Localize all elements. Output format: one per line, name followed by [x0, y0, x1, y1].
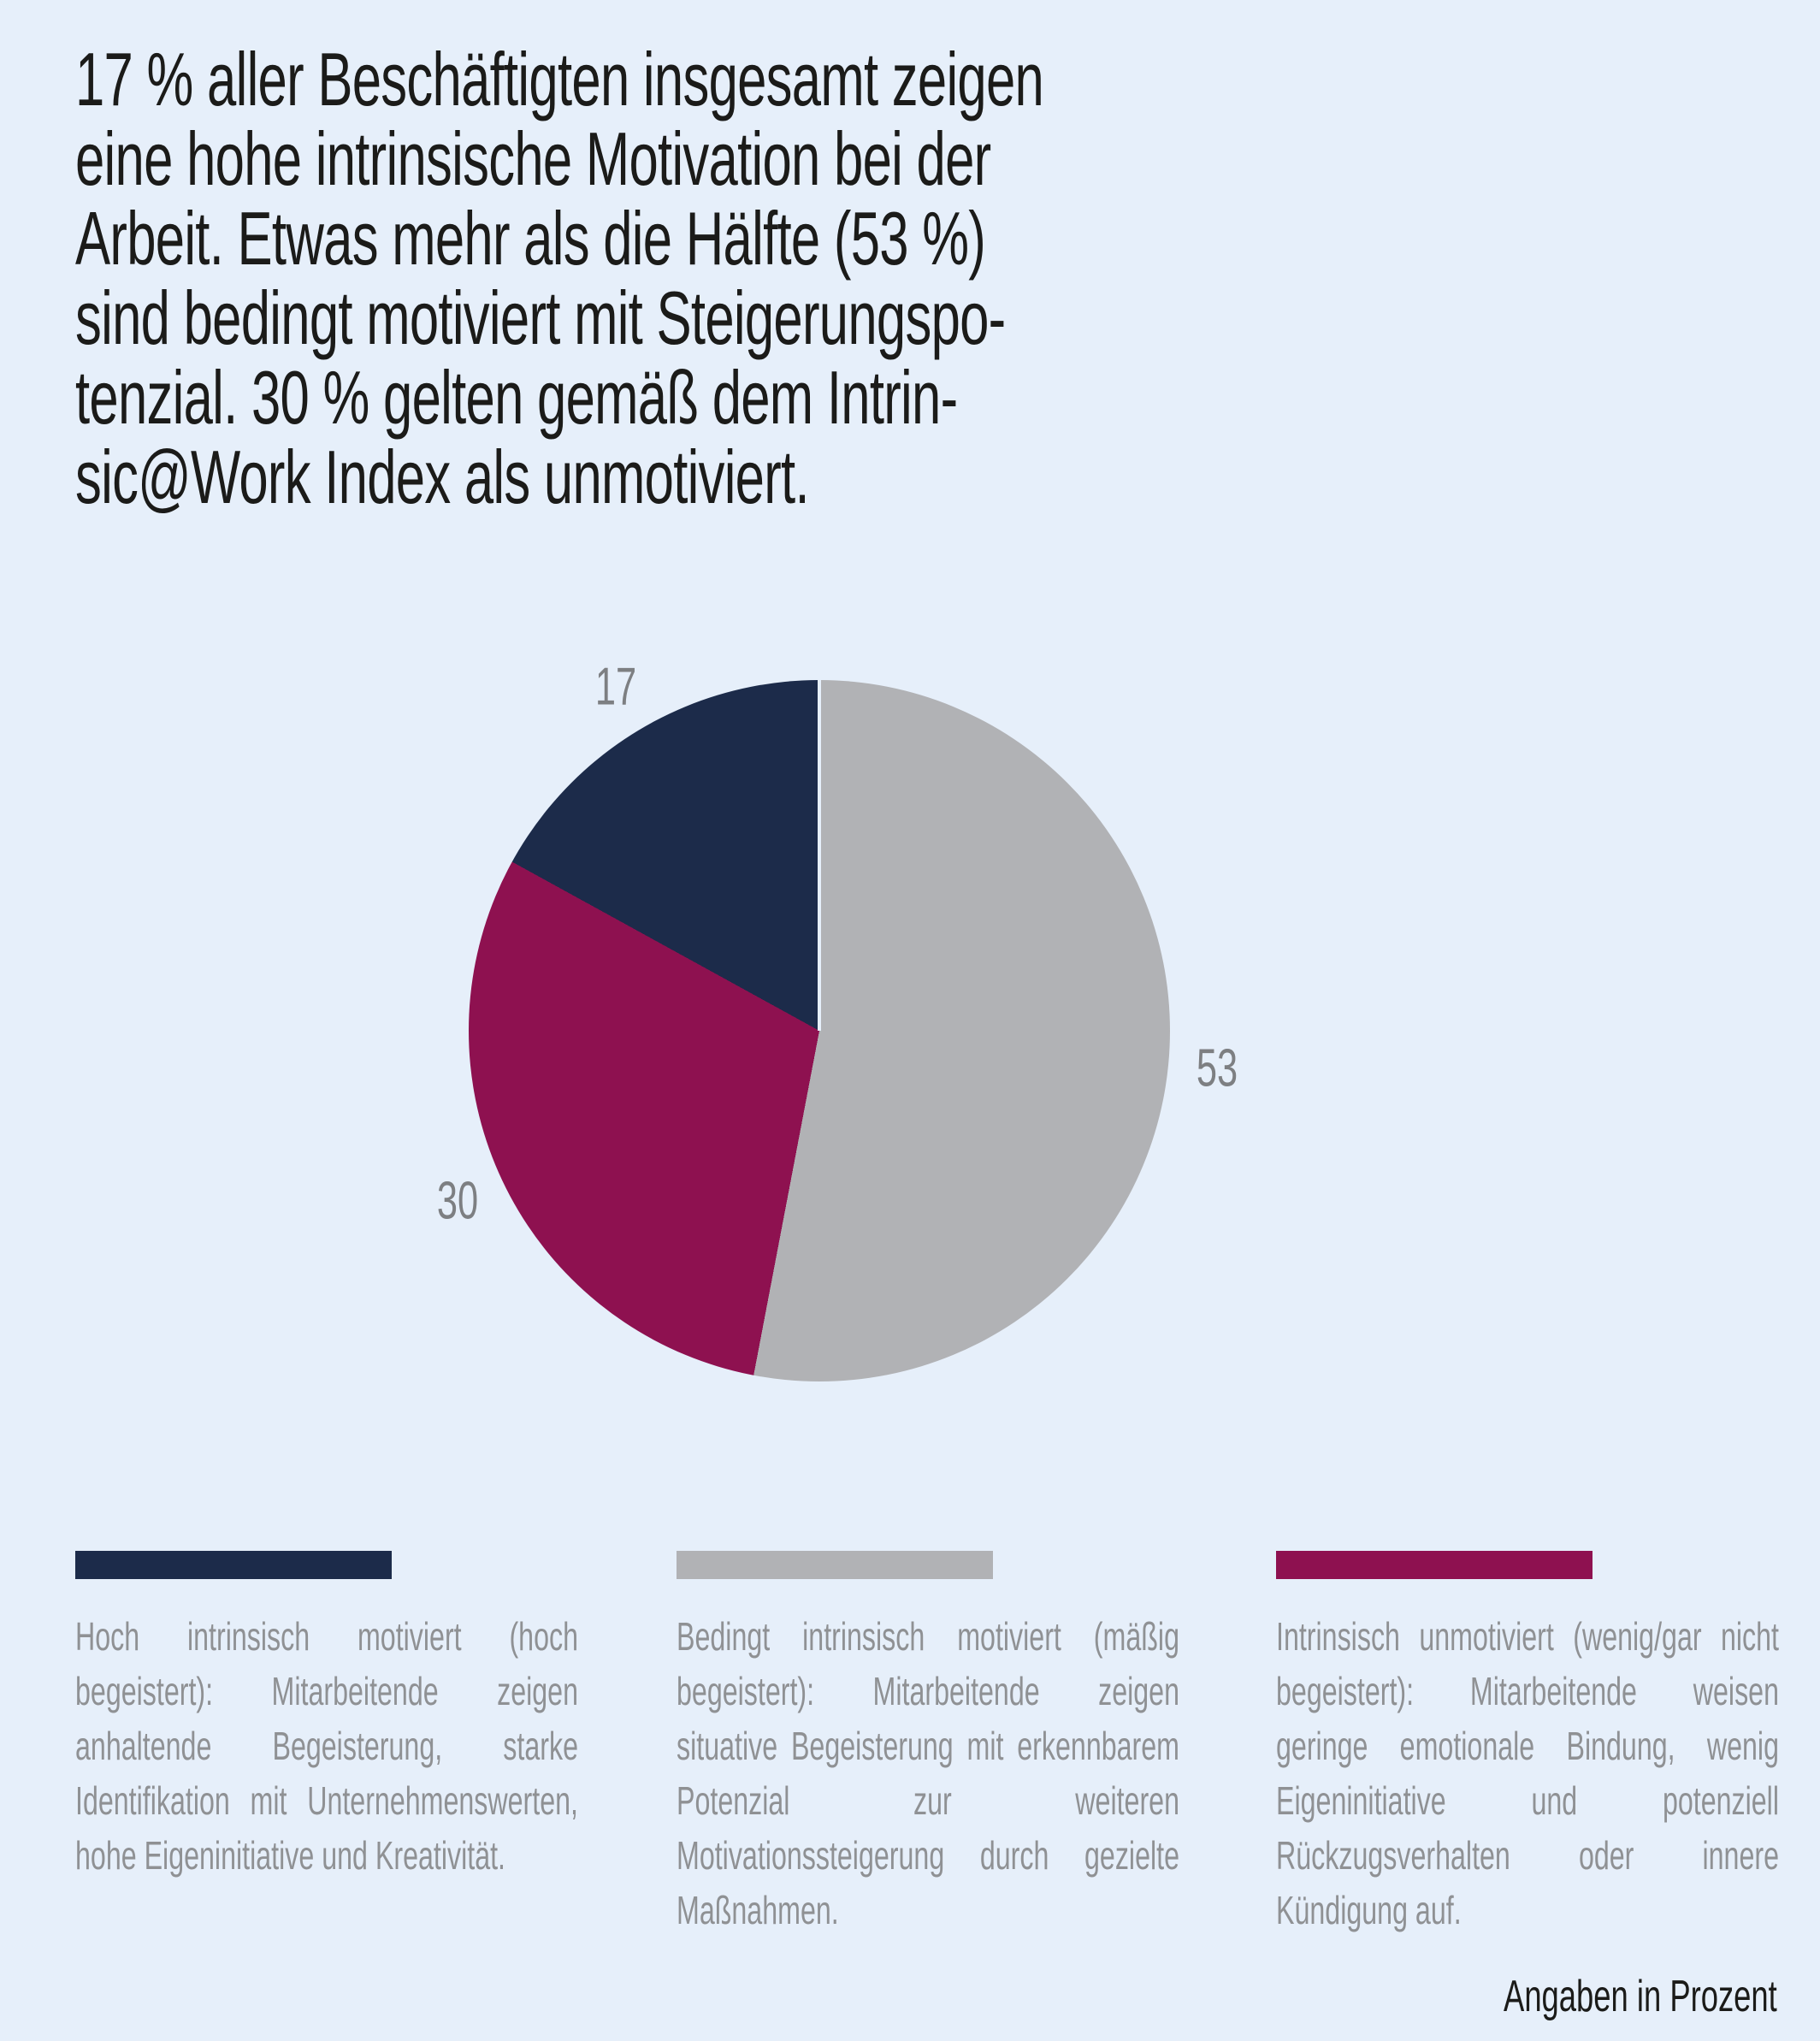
legend-item-intrinsisch-unmotiviert: Intrinsisch unmotiviert (wenig/gar nicht… [1276, 1551, 1779, 1937]
pie-value-label: 17 [594, 657, 637, 717]
footnote-units: Angaben in Prozent [1504, 1972, 1777, 2021]
legend-swatch-gray [677, 1551, 993, 1579]
legend-description: Hoch intrinsisch motiviert (hoch begeist… [75, 1614, 578, 1878]
legend-swatch-burgundy [1276, 1551, 1592, 1579]
headline: 17 % aller Beschäftigten insgesamt zeige… [75, 37, 1044, 519]
legend-swatch-navy [75, 1551, 392, 1579]
legend-description: Bedingt intrinsisch motiviert (mäßig beg… [677, 1614, 1179, 1932]
pie-value-label: 30 [436, 1171, 479, 1231]
legend-item-bedingt-intrinsisch-motiviert: Bedingt intrinsisch motiviert (mäßig beg… [677, 1551, 1179, 1937]
pie-value-label: 53 [1196, 1038, 1238, 1098]
legend-description: Intrinsisch unmotiviert (wenig/gar nicht… [1276, 1614, 1779, 1932]
pie-slice-separator [818, 680, 821, 1031]
legend-item-hoch-intrinsisch-motiviert: Hoch intrinsisch motiviert (hoch begeist… [75, 1551, 578, 1883]
pie-chart [469, 680, 1170, 1381]
